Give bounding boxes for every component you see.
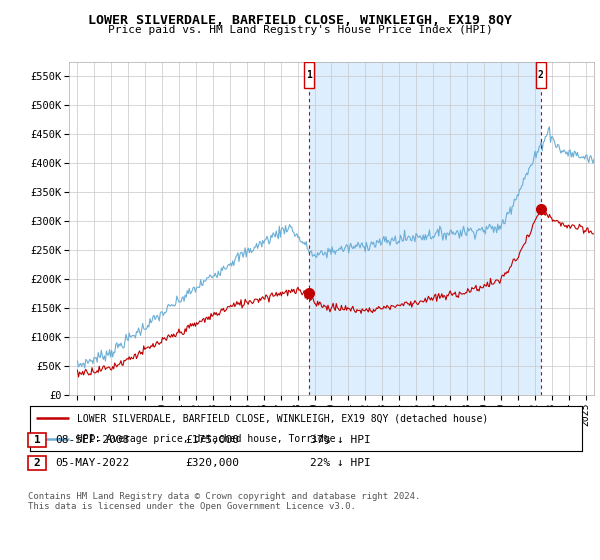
Text: 1: 1: [307, 70, 312, 80]
Text: Contains HM Land Registry data © Crown copyright and database right 2024.
This d: Contains HM Land Registry data © Crown c…: [28, 492, 421, 511]
Bar: [310, 62, 541, 395]
Text: HPI: Average price, detached house, Torridge: HPI: Average price, detached house, Torr…: [77, 433, 335, 444]
Text: 08-SEP-2008: 08-SEP-2008: [55, 435, 129, 445]
Text: 2: 2: [538, 70, 544, 80]
Text: £175,000: £175,000: [185, 435, 239, 445]
Text: Price paid vs. HM Land Registry's House Price Index (HPI): Price paid vs. HM Land Registry's House …: [107, 25, 493, 35]
Text: £320,000: £320,000: [185, 458, 239, 468]
Text: 37% ↓ HPI: 37% ↓ HPI: [310, 435, 371, 445]
Text: 2: 2: [34, 458, 40, 468]
FancyBboxPatch shape: [304, 62, 314, 88]
Text: LOWER SILVERDALE, BARFIELD CLOSE, WINKLEIGH, EX19 8QY: LOWER SILVERDALE, BARFIELD CLOSE, WINKLE…: [88, 14, 512, 27]
FancyBboxPatch shape: [28, 456, 46, 470]
Text: 22% ↓ HPI: 22% ↓ HPI: [310, 458, 371, 468]
Text: LOWER SILVERDALE, BARFIELD CLOSE, WINKLEIGH, EX19 8QY (detached house): LOWER SILVERDALE, BARFIELD CLOSE, WINKLE…: [77, 413, 488, 423]
FancyBboxPatch shape: [536, 62, 546, 88]
FancyBboxPatch shape: [28, 433, 46, 447]
Text: 1: 1: [34, 435, 40, 445]
Text: 05-MAY-2022: 05-MAY-2022: [55, 458, 129, 468]
